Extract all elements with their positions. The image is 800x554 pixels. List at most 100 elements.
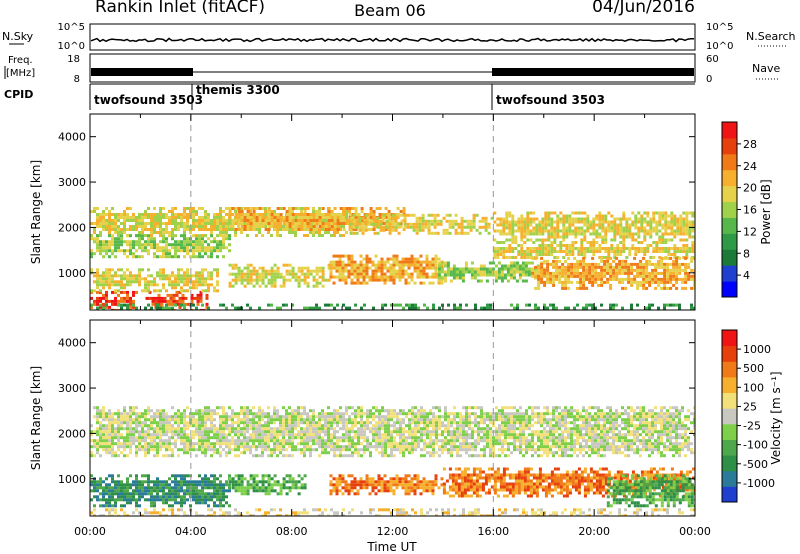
power-cell <box>126 219 129 222</box>
velocity-cell <box>276 409 279 413</box>
power-cell <box>258 306 261 310</box>
power-cell <box>351 222 355 225</box>
velocity-cell <box>378 412 381 416</box>
power-cell <box>156 216 159 219</box>
power-cell <box>111 252 114 256</box>
velocity-cell <box>366 424 369 428</box>
power-cell <box>603 262 607 266</box>
power-cell <box>160 296 164 300</box>
velocity-cell <box>141 415 144 419</box>
power-cell <box>352 213 356 217</box>
power-cell <box>535 226 539 230</box>
velocity-cell <box>135 421 138 425</box>
power-cell <box>297 281 301 285</box>
power-cell <box>601 238 605 242</box>
power-cell <box>210 228 213 231</box>
power-cell <box>195 277 198 281</box>
power-cell <box>612 274 616 278</box>
power-cell <box>279 284 283 288</box>
velocity-cell <box>162 439 165 443</box>
power-cell <box>237 266 241 270</box>
power-cell <box>550 247 554 250</box>
power-cell <box>159 207 162 210</box>
beam-title: Beam 06 <box>354 1 426 20</box>
power-cell <box>455 267 459 271</box>
power-cell <box>392 272 396 276</box>
power-cell <box>582 283 586 287</box>
power-cell <box>546 274 550 278</box>
velocity-cell <box>219 454 222 458</box>
power-cell <box>267 269 271 273</box>
power-cell <box>544 214 548 218</box>
power-cell <box>601 229 605 233</box>
velocity-cell <box>309 433 312 437</box>
power-cell <box>603 271 607 275</box>
velocity-cell <box>111 439 114 443</box>
velocity-cell <box>246 424 249 428</box>
velocity-cell <box>117 409 120 413</box>
power-cell <box>598 256 602 259</box>
velocity-cell <box>159 436 162 440</box>
velocity-cell <box>279 451 282 455</box>
power-cell <box>341 275 345 279</box>
velocity-cell <box>159 439 162 443</box>
power-cell <box>234 228 238 231</box>
power-cell <box>228 210 232 213</box>
power-cell <box>499 229 503 233</box>
velocity-cell <box>156 412 159 416</box>
power-cell <box>273 210 276 213</box>
power-cell <box>645 268 649 272</box>
power-cell <box>607 253 611 256</box>
velocity-cell <box>324 439 327 443</box>
power-cell <box>392 275 396 279</box>
velocity-cell <box>117 433 120 437</box>
power-cell <box>120 286 123 290</box>
power-cell <box>546 259 550 263</box>
power-cell <box>684 256 688 260</box>
power-cell <box>546 262 550 266</box>
power-cell <box>639 274 643 278</box>
power-cell <box>609 306 612 310</box>
velocity-cell <box>306 415 309 419</box>
power-cell <box>541 253 545 256</box>
velocity-cell <box>270 415 273 419</box>
power-cell <box>517 217 521 221</box>
power-cell <box>96 249 99 253</box>
velocity-cell <box>117 421 120 425</box>
power-cell <box>428 260 432 264</box>
power-cell <box>437 257 441 261</box>
power-cell <box>655 232 659 236</box>
power-cell <box>416 275 420 279</box>
power-cell <box>111 280 114 284</box>
power-cell <box>216 289 219 293</box>
power-cell <box>452 270 456 274</box>
power-cell <box>120 213 123 216</box>
power-cell <box>559 241 563 244</box>
power-cell <box>633 280 637 284</box>
power-cell <box>526 238 530 242</box>
power-cell <box>351 216 355 219</box>
power-cell <box>255 216 259 219</box>
power-cell <box>341 260 345 264</box>
power-cell <box>327 278 331 282</box>
power-cell <box>583 220 587 224</box>
power-cell <box>606 280 610 284</box>
power-cell <box>291 269 295 273</box>
power-cell <box>478 231 482 235</box>
power-cell <box>509 273 513 277</box>
power-cell <box>150 306 153 310</box>
power-cell <box>538 247 542 250</box>
power-cell <box>521 270 525 274</box>
power-cell <box>315 222 319 225</box>
power-cell <box>371 269 375 273</box>
power-cell <box>427 228 431 232</box>
power-cell <box>606 277 610 281</box>
power-cell <box>354 228 358 231</box>
velocity-cell <box>243 430 246 434</box>
power-cell <box>543 306 546 310</box>
velocity-cell <box>144 418 147 422</box>
power-cell <box>618 280 622 284</box>
velocity-cell <box>96 439 99 443</box>
power-cell <box>360 219 364 222</box>
power-cell <box>606 259 610 263</box>
